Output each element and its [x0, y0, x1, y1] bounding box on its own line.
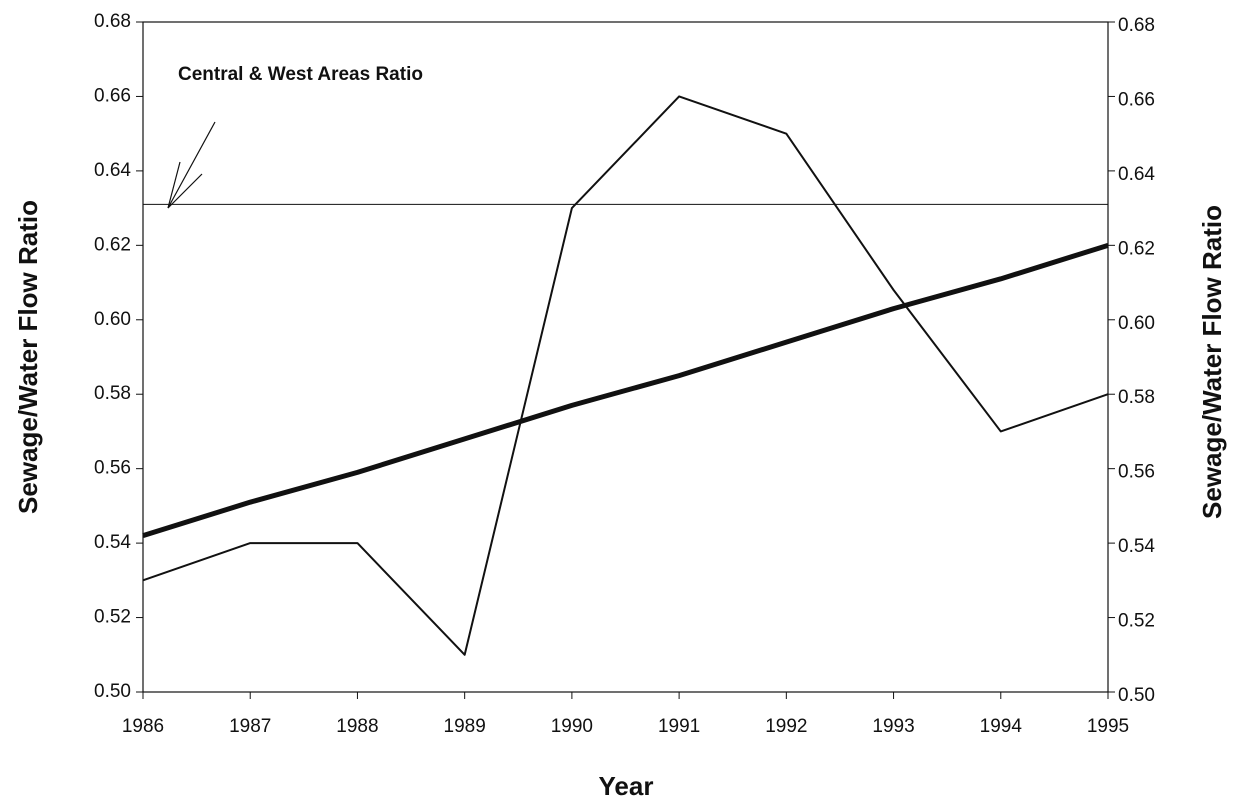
y-tick-label: 0.66: [94, 85, 131, 106]
y2-tick-label: 0.68: [1118, 15, 1155, 36]
x-tick-label: 1987: [229, 716, 271, 737]
y2-tick-label: 0.54: [1118, 536, 1155, 557]
y-axis-label: Sewage/Water Flow Ratio: [13, 200, 43, 514]
y2-tick-label: 0.64: [1118, 164, 1155, 185]
y-tick-label: 0.50: [94, 681, 131, 702]
y2-tick-label: 0.56: [1118, 462, 1155, 483]
x-tick-label: 1993: [872, 716, 914, 737]
x-tick-label: 1995: [1087, 716, 1129, 737]
y-tick-label: 0.52: [94, 607, 131, 628]
y-tick-label: 0.68: [94, 11, 131, 32]
x-tick-label: 1991: [658, 716, 700, 737]
x-tick-label: 1986: [122, 716, 164, 737]
data-line: [142, 95, 1109, 656]
y-tick-label: 0.62: [94, 234, 131, 255]
annotation-arrow: [167, 121, 216, 209]
y2-tick-label: 0.60: [1118, 313, 1155, 334]
x-tick-label: 1990: [551, 716, 593, 737]
data-line: [142, 242, 1109, 539]
y2-tick-label: 0.52: [1118, 611, 1155, 632]
y2-tick-label: 0.58: [1118, 387, 1155, 408]
x-tick-label: 1989: [444, 716, 486, 737]
x-tick-label: 1988: [336, 716, 378, 737]
y2-axis-label: Sewage/Water Flow Ratio: [1197, 205, 1227, 519]
x-tick-label: 1994: [980, 716, 1023, 737]
y-tick-label: 0.54: [94, 532, 131, 553]
annotation: Central & West Areas Ratio: [178, 64, 423, 85]
x-axis-label: Year: [599, 771, 654, 801]
y-tick-label: 0.64: [94, 160, 131, 181]
plot-frame: [142, 21, 1109, 693]
y2-tick-label: 0.66: [1118, 89, 1155, 110]
y-tick-label: 0.56: [94, 458, 131, 479]
y-tick-label: 0.58: [94, 383, 131, 404]
x-tick-label: 1992: [765, 716, 807, 737]
y-tick-label: 0.60: [94, 309, 131, 330]
y2-tick-label: 0.50: [1118, 685, 1155, 706]
y2-tick-label: 0.62: [1118, 238, 1155, 259]
